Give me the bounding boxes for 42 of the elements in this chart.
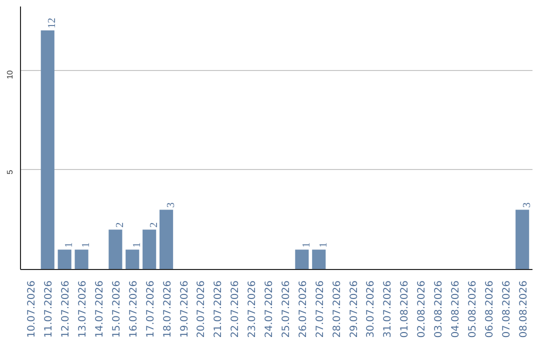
- data-label: 1: [81, 242, 92, 248]
- x-tick-label: 18.07.2026: [162, 280, 174, 338]
- data-label: 2: [148, 222, 160, 228]
- x-tick-label: 22.07.2026: [230, 280, 242, 338]
- data-label: 1: [301, 242, 312, 248]
- x-tick-label: 05.08.2026: [467, 280, 478, 338]
- x-tick-label: 26.07.2026: [298, 280, 309, 338]
- x-tick-label: 19.07.2026: [179, 280, 190, 338]
- x-tick-label: 16.07.2026: [128, 280, 140, 338]
- x-tick-label: 13.07.2026: [78, 280, 89, 338]
- x-tick-label: 01.08.2026: [400, 280, 411, 338]
- x-tick-label: 20.07.2026: [196, 280, 208, 338]
- x-tick-label: 07.08.2026: [501, 280, 512, 338]
- x-tick-label: 27.07.2026: [314, 280, 326, 338]
- data-label: 12: [47, 18, 58, 28]
- data-label: 1: [318, 242, 330, 248]
- x-tick-label: 17.07.2026: [145, 280, 156, 338]
- x-tick-label: 28.07.2026: [332, 280, 343, 338]
- x-tick-label: 03.08.2026: [434, 280, 445, 338]
- x-tick-label: 23.07.2026: [247, 280, 258, 338]
- x-tick-label: 21.07.2026: [213, 280, 224, 338]
- x-tick-label: 02.08.2026: [416, 280, 428, 338]
- data-label: 2: [114, 222, 126, 228]
- x-tick-label: 10.07.2026: [26, 280, 38, 338]
- x-tick-label: 06.08.2026: [484, 280, 496, 338]
- x-tick-label: 25.07.2026: [280, 280, 292, 338]
- data-label: 1: [132, 242, 143, 248]
- x-tick-label: 08.08.2026: [518, 280, 530, 338]
- x-tick-label: 04.08.2026: [450, 280, 462, 338]
- x-tick-label: 29.07.2026: [348, 280, 360, 338]
- x-tick-label: 24.07.2026: [264, 280, 276, 338]
- data-label: 1: [64, 242, 76, 248]
- y-tick-label: 10: [6, 70, 14, 80]
- data-label: 3: [166, 202, 177, 208]
- x-tick-label: 12.07.2026: [60, 280, 72, 338]
- y-tick-label: 5: [6, 169, 14, 174]
- x-tick-label: 31.07.2026: [382, 280, 394, 338]
- data-label: 3: [522, 202, 533, 208]
- x-tick-label: 30.07.2026: [366, 280, 377, 338]
- x-tick-label: 14.07.2026: [94, 280, 106, 338]
- x-tick-label: 11.07.2026: [44, 280, 55, 338]
- x-tick-label: 15.07.2026: [111, 280, 122, 338]
